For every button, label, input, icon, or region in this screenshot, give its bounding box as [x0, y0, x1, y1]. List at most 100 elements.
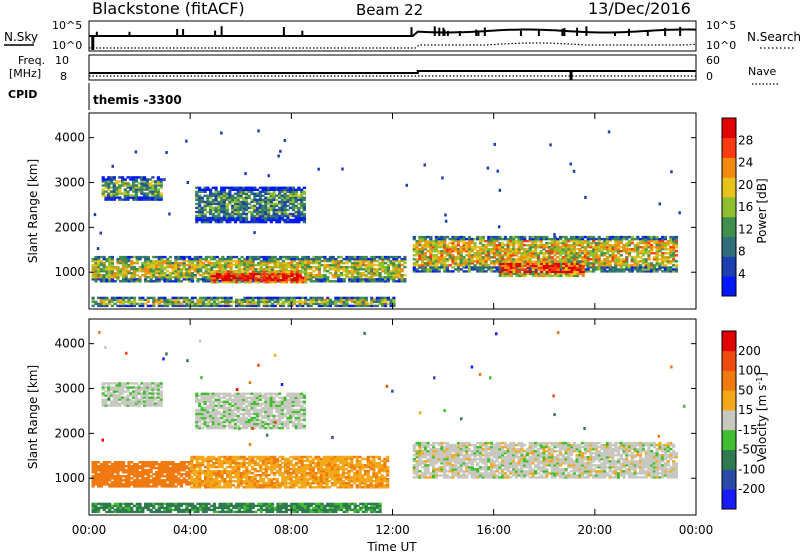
data-cell	[583, 246, 587, 249]
data-cell	[251, 255, 255, 259]
data-cell	[214, 216, 218, 220]
data-cell	[315, 257, 319, 261]
data-cell	[432, 254, 436, 257]
data-cell	[138, 296, 142, 300]
data-cell	[490, 266, 494, 269]
data-cell	[339, 274, 343, 277]
data-cell	[113, 475, 117, 478]
data-cell	[121, 278, 126, 281]
data-cell	[392, 304, 396, 308]
data-cell	[260, 278, 264, 282]
data-cell	[244, 202, 249, 206]
data-cell	[140, 176, 144, 179]
data-cell	[225, 196, 229, 199]
data-cell	[121, 276, 126, 279]
data-cell	[373, 298, 377, 302]
data-cell	[567, 254, 571, 257]
data-cell	[445, 250, 449, 253]
data-cell	[258, 208, 262, 212]
data-cell	[255, 192, 260, 195]
data-cell	[212, 270, 217, 273]
data-cell	[144, 272, 148, 275]
data-cell	[467, 248, 472, 251]
data-cell	[545, 260, 549, 263]
data-cell	[548, 260, 552, 263]
data-cell	[228, 196, 232, 199]
data-cell	[94, 461, 98, 464]
data-cell	[121, 257, 126, 261]
data-cell	[201, 261, 206, 265]
data-cell	[243, 272, 247, 275]
data-cell	[207, 255, 211, 259]
data-cell	[551, 270, 555, 274]
data-cell	[515, 260, 519, 263]
data-cell	[124, 475, 128, 478]
data-cell	[353, 296, 357, 300]
data-cell	[124, 469, 128, 472]
data-cell	[432, 266, 436, 269]
data-cell	[529, 270, 533, 274]
data-cell	[290, 268, 294, 271]
data-cell	[503, 244, 507, 247]
data-cell	[157, 475, 161, 478]
data-cell	[495, 250, 499, 253]
data-cell	[531, 274, 535, 278]
data-cell	[412, 244, 416, 247]
data-cell	[213, 281, 217, 284]
data-cell	[236, 218, 240, 222]
data-cell	[215, 302, 219, 306]
data-cell	[94, 479, 98, 482]
data-cell	[228, 216, 232, 220]
data-cell	[451, 239, 455, 243]
data-cell	[190, 298, 195, 302]
data-cell	[141, 479, 145, 482]
data-cell	[630, 268, 634, 271]
data-cell	[334, 268, 338, 271]
data-cell	[233, 208, 238, 212]
data-cell	[286, 212, 290, 216]
data-cell	[141, 467, 145, 470]
data-cell	[276, 302, 280, 306]
data-cell	[267, 200, 271, 204]
data-cell	[246, 281, 250, 284]
data-cell	[138, 481, 142, 484]
data-cell	[257, 272, 261, 276]
data-cell	[583, 254, 587, 257]
data-cell	[179, 257, 183, 261]
data-cell	[429, 241, 433, 245]
data-cell	[437, 235, 441, 239]
data-cell	[625, 250, 629, 253]
data-cell	[331, 261, 335, 265]
data-cell	[140, 198, 144, 201]
data-cell	[509, 270, 513, 274]
data-cell	[375, 296, 379, 300]
data-cell	[297, 220, 301, 224]
data-cell	[448, 256, 452, 259]
data-cell	[550, 239, 554, 243]
data-cell	[218, 270, 222, 274]
data-cell	[373, 280, 377, 283]
data-cell	[107, 176, 111, 179]
data-cell	[309, 298, 313, 302]
data-cell	[636, 254, 640, 257]
data-cell	[459, 256, 463, 259]
data-cell	[462, 250, 466, 253]
data-cell	[545, 268, 549, 271]
data-cell	[592, 239, 596, 243]
data-cell	[652, 256, 656, 259]
data-cell	[233, 216, 238, 220]
data-cell	[403, 257, 407, 261]
data-cell	[248, 300, 252, 304]
data-cell	[622, 270, 626, 273]
data-cell	[115, 182, 119, 185]
data-cell	[265, 268, 269, 271]
data-cell	[528, 268, 532, 271]
data-cell	[641, 250, 645, 253]
data-cell	[287, 296, 291, 300]
data-cell	[102, 300, 106, 304]
data-cell	[129, 176, 133, 179]
data-cell	[141, 298, 145, 302]
data-cell	[334, 274, 338, 277]
data-cell	[663, 264, 667, 267]
data-cell	[542, 272, 547, 276]
